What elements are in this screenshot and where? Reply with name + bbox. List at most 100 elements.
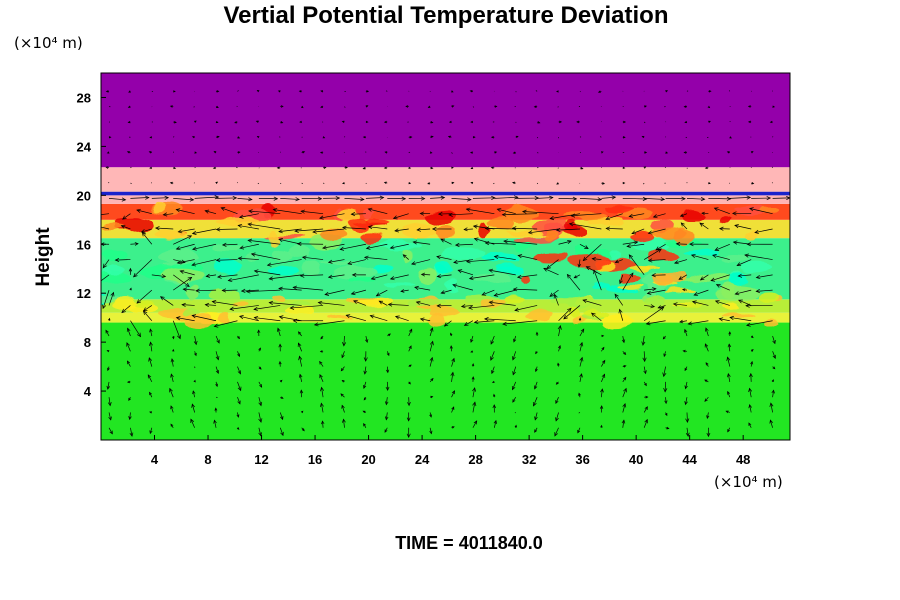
wind-arrow-250 bbox=[645, 320, 666, 326]
wind-arrow-274 bbox=[468, 305, 495, 310]
heat-blob-56 bbox=[187, 285, 200, 300]
plot-frame bbox=[100, 72, 791, 441]
wind-arrow-375 bbox=[591, 257, 602, 261]
wind-arrow-109 bbox=[385, 381, 390, 391]
wind-arrow-535 bbox=[601, 182, 606, 185]
wind-arrow-713 bbox=[298, 90, 302, 93]
wind-arrow-532 bbox=[536, 182, 539, 185]
wind-arrow-203 bbox=[342, 335, 347, 347]
wind-arrow-96 bbox=[106, 381, 110, 390]
wind-arrow-378 bbox=[647, 258, 666, 263]
wind-arrow-727 bbox=[597, 90, 602, 93]
wind-arrow-58 bbox=[664, 412, 668, 417]
heat-blob-40 bbox=[480, 252, 520, 263]
wind-arrow-667 bbox=[684, 120, 688, 124]
heat-blob-93 bbox=[759, 205, 780, 214]
wind-arrow-222 bbox=[750, 335, 754, 339]
wind-arrow-253 bbox=[718, 317, 730, 322]
wind-arrow-251 bbox=[679, 319, 688, 324]
wind-arrow-271 bbox=[415, 300, 431, 306]
wind-arrow-150 bbox=[579, 356, 584, 367]
heat-blob-110 bbox=[231, 300, 250, 309]
wind-arrow-625 bbox=[472, 136, 476, 139]
wind-arrow-20 bbox=[534, 427, 538, 433]
wind-arrow-176 bbox=[449, 345, 453, 352]
heat-blob-53 bbox=[728, 271, 749, 287]
wind-arrow-403 bbox=[484, 241, 516, 246]
wind-arrow-60 bbox=[706, 412, 710, 420]
wind-arrow-448 bbox=[101, 213, 110, 217]
wind-arrow-577 bbox=[126, 150, 131, 154]
wind-arrow-389 bbox=[192, 243, 217, 251]
wind-arrow-475 bbox=[679, 213, 688, 217]
wind-arrow-358 bbox=[215, 258, 238, 263]
wind-arrow-195 bbox=[172, 335, 175, 340]
wind-arrow-119 bbox=[601, 373, 606, 383]
wind-arrow-443 bbox=[680, 222, 688, 230]
wind-arrow-633 bbox=[641, 135, 645, 139]
wind-arrow-97 bbox=[126, 380, 131, 384]
wind-arrow-653 bbox=[383, 120, 388, 124]
heat-blob-69 bbox=[361, 231, 382, 243]
heat-blob-2 bbox=[245, 254, 259, 263]
wind-arrow-252 bbox=[687, 320, 709, 326]
wind-arrow-465 bbox=[448, 212, 473, 217]
wind-arrow-193 bbox=[126, 327, 131, 337]
wind-arrow-627 bbox=[515, 135, 519, 139]
wind-arrow-131 bbox=[170, 358, 175, 367]
wind-arrow-156 bbox=[705, 362, 709, 367]
wind-arrow-359 bbox=[237, 256, 259, 261]
wind-arrow-8 bbox=[279, 427, 284, 437]
heat-band-1 bbox=[101, 312, 790, 323]
wind-arrow-65 bbox=[128, 397, 131, 402]
wind-arrow-351 bbox=[755, 274, 773, 280]
wind-arrow-23 bbox=[600, 424, 603, 428]
wind-arrow-456 bbox=[248, 209, 281, 215]
wind-arrow-462 bbox=[392, 213, 409, 220]
wind-arrow-725 bbox=[556, 90, 559, 93]
wind-arrow-315 bbox=[682, 288, 688, 292]
wind-arrow-244 bbox=[502, 320, 538, 326]
wind-arrow-85 bbox=[555, 397, 559, 405]
wind-arrow-512 bbox=[108, 182, 110, 184]
wind-arrow-201 bbox=[297, 331, 302, 337]
wind-arrow-254 bbox=[729, 315, 752, 322]
wind-arrow-521 bbox=[301, 182, 303, 185]
wind-arrow-531 bbox=[512, 181, 516, 185]
wind-arrow-487 bbox=[258, 196, 279, 201]
wind-arrow-27 bbox=[685, 427, 690, 437]
wind-arrow-549 bbox=[212, 166, 217, 170]
x-tick-label-6: 28 bbox=[468, 452, 482, 467]
heat-blob-94 bbox=[268, 231, 279, 247]
wind-arrow-513 bbox=[130, 182, 132, 184]
x-tick-label-4: 20 bbox=[361, 452, 375, 467]
wind-arrow-192 bbox=[105, 329, 110, 337]
wind-arrow-245 bbox=[558, 307, 572, 321]
wind-arrow-147 bbox=[512, 366, 517, 376]
wind-arrow-115 bbox=[511, 381, 517, 391]
wind-arrow-441 bbox=[631, 228, 645, 235]
wind-arrow-305 bbox=[452, 283, 474, 291]
wind-arrow-217 bbox=[641, 335, 646, 346]
heat-blob-130 bbox=[112, 297, 138, 311]
wind-arrow-63 bbox=[769, 402, 774, 413]
x-tick-label-9: 40 bbox=[629, 452, 643, 467]
wind-arrow-139 bbox=[340, 366, 345, 372]
wind-arrow-337 bbox=[457, 269, 474, 276]
time-label: TIME = 4011840.0 bbox=[395, 533, 543, 553]
wind-arrow-537 bbox=[643, 182, 645, 185]
wind-arrow-705 bbox=[128, 90, 131, 93]
wind-arrow-310 bbox=[566, 273, 581, 291]
wind-arrow-662 bbox=[576, 120, 580, 124]
wind-arrow-356 bbox=[176, 259, 195, 265]
wind-arrow-48 bbox=[451, 406, 455, 413]
wind-arrow-623 bbox=[430, 135, 434, 139]
heat-blob-29 bbox=[435, 260, 451, 274]
wind-arrow-582 bbox=[237, 151, 241, 154]
wind-arrow-86 bbox=[578, 392, 581, 398]
heat-blob-12 bbox=[740, 262, 773, 273]
wind-arrow-344 bbox=[619, 274, 624, 285]
wind-arrow-461 bbox=[367, 207, 388, 215]
wind-arrow-196 bbox=[193, 335, 198, 346]
wind-arrow-177 bbox=[470, 350, 474, 353]
